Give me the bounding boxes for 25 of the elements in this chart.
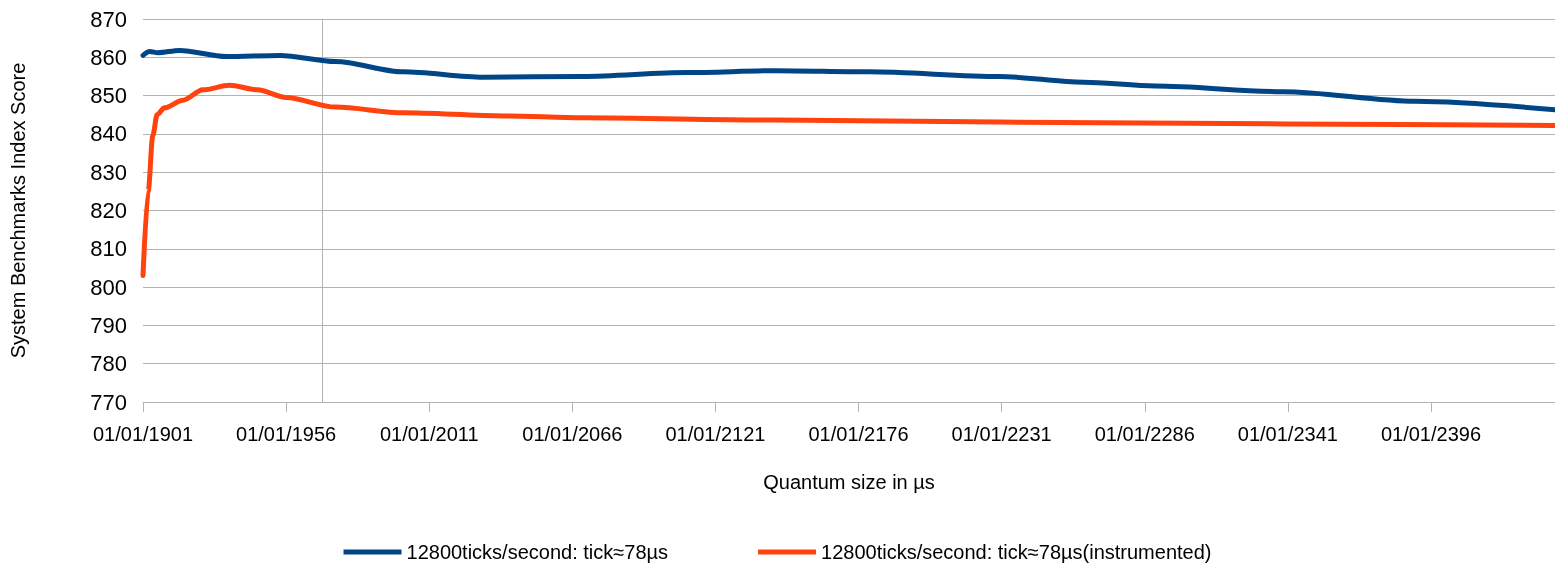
y-tick-label: 870 xyxy=(90,6,127,32)
x-tick-label: 01/01/2011 xyxy=(379,423,479,445)
x-tick-label: 01/01/2066 xyxy=(522,423,623,445)
y-tick-label: 860 xyxy=(90,44,127,70)
y-tick-label: 780 xyxy=(90,351,127,377)
y-tick-label: 770 xyxy=(90,389,127,415)
x-tick-label: 01/01/2121 xyxy=(665,423,766,445)
x-tick-label: 01/01/2286 xyxy=(1094,423,1195,445)
x-tick-label: 01/01/2231 xyxy=(951,423,1052,445)
legend-label: 12800ticks/second: tick≈78µs xyxy=(406,541,669,563)
y-tick-label: 810 xyxy=(90,236,127,262)
legend-label: 12800ticks/second: tick≈78µs(instrumented) xyxy=(821,541,1212,563)
x-tick-label: 01/01/2176 xyxy=(808,423,909,445)
y-tick-label: 850 xyxy=(90,83,127,109)
x-tick-label: 01/01/2341 xyxy=(1237,423,1338,445)
y-tick-label: 830 xyxy=(90,159,127,185)
y-axis-title: System Benchmarks Index Score xyxy=(7,62,29,359)
x-tick-label: 01/01/1901 xyxy=(92,423,194,445)
y-tick-label: 800 xyxy=(90,274,127,300)
x-tick-label: 01/01/2396 xyxy=(1380,423,1482,445)
x-axis-title: Quantum size in µs xyxy=(763,471,935,493)
y-tick-label: 840 xyxy=(90,121,127,147)
y-tick-label: 790 xyxy=(90,312,127,338)
y-tick-label: 820 xyxy=(90,198,127,223)
x-tick-label: 01/01/1956 xyxy=(236,423,337,445)
